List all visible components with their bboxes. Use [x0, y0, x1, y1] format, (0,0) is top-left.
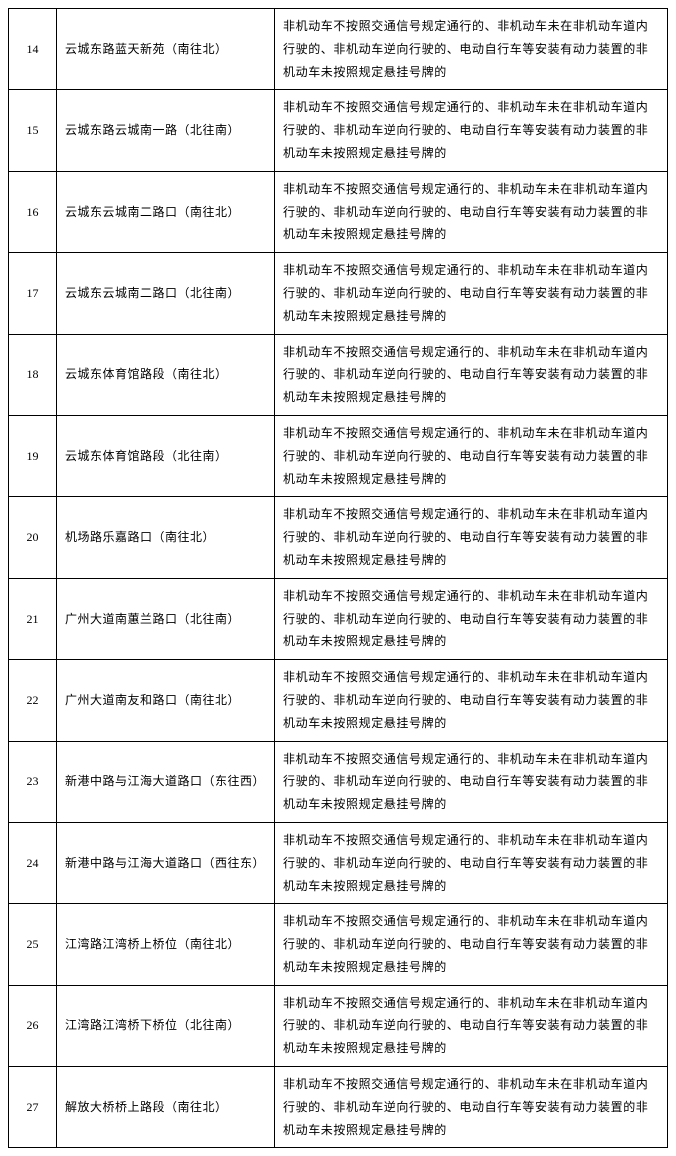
table-row: 23新港中路与江海大道路口（东往西）非机动车不按照交通信号规定通行的、非机动车未…	[9, 741, 668, 822]
cell-location: 广州大道南友和路口（南往北）	[57, 660, 275, 741]
cell-location: 云城东路蓝天新苑（南往北）	[57, 9, 275, 90]
table-row: 19云城东体育馆路段（北往南）非机动车不按照交通信号规定通行的、非机动车未在非机…	[9, 415, 668, 496]
cell-index: 16	[9, 171, 57, 252]
cell-description: 非机动车不按照交通信号规定通行的、非机动车未在非机动车道内行驶的、非机动车逆向行…	[275, 741, 668, 822]
cell-index: 21	[9, 578, 57, 659]
cell-location: 解放大桥桥上路段（南往北）	[57, 1067, 275, 1148]
table-row: 16云城东云城南二路口（南往北）非机动车不按照交通信号规定通行的、非机动车未在非…	[9, 171, 668, 252]
cell-location: 新港中路与江海大道路口（东往西）	[57, 741, 275, 822]
cell-index: 23	[9, 741, 57, 822]
cell-location: 广州大道南蕙兰路口（北往南）	[57, 578, 275, 659]
cell-index: 25	[9, 904, 57, 985]
cell-index: 18	[9, 334, 57, 415]
cell-location: 机场路乐嘉路口（南往北）	[57, 497, 275, 578]
table-body: 14云城东路蓝天新苑（南往北）非机动车不按照交通信号规定通行的、非机动车未在非机…	[9, 9, 668, 1148]
cell-description: 非机动车不按照交通信号规定通行的、非机动车未在非机动车道内行驶的、非机动车逆向行…	[275, 415, 668, 496]
table-row: 17云城东云城南二路口（北往南）非机动车不按照交通信号规定通行的、非机动车未在非…	[9, 253, 668, 334]
cell-location: 云城东体育馆路段（北往南）	[57, 415, 275, 496]
cell-location: 江湾路江湾桥下桥位（北往南）	[57, 985, 275, 1066]
cell-description: 非机动车不按照交通信号规定通行的、非机动车未在非机动车道内行驶的、非机动车逆向行…	[275, 822, 668, 903]
cell-index: 17	[9, 253, 57, 334]
cell-index: 20	[9, 497, 57, 578]
table-row: 15云城东路云城南一路（北往南）非机动车不按照交通信号规定通行的、非机动车未在非…	[9, 90, 668, 171]
cell-description: 非机动车不按照交通信号规定通行的、非机动车未在非机动车道内行驶的、非机动车逆向行…	[275, 1067, 668, 1148]
cell-index: 15	[9, 90, 57, 171]
cell-description: 非机动车不按照交通信号规定通行的、非机动车未在非机动车道内行驶的、非机动车逆向行…	[275, 171, 668, 252]
cell-description: 非机动车不按照交通信号规定通行的、非机动车未在非机动车道内行驶的、非机动车逆向行…	[275, 578, 668, 659]
table-row: 24新港中路与江海大道路口（西往东）非机动车不按照交通信号规定通行的、非机动车未…	[9, 822, 668, 903]
cell-description: 非机动车不按照交通信号规定通行的、非机动车未在非机动车道内行驶的、非机动车逆向行…	[275, 660, 668, 741]
cell-description: 非机动车不按照交通信号规定通行的、非机动车未在非机动车道内行驶的、非机动车逆向行…	[275, 9, 668, 90]
cell-index: 27	[9, 1067, 57, 1148]
cell-index: 22	[9, 660, 57, 741]
table-row: 18云城东体育馆路段（南往北）非机动车不按照交通信号规定通行的、非机动车未在非机…	[9, 334, 668, 415]
cell-location: 江湾路江湾桥上桥位（南往北）	[57, 904, 275, 985]
violations-table: 14云城东路蓝天新苑（南往北）非机动车不按照交通信号规定通行的、非机动车未在非机…	[8, 8, 668, 1148]
table-row: 27解放大桥桥上路段（南往北）非机动车不按照交通信号规定通行的、非机动车未在非机…	[9, 1067, 668, 1148]
cell-location: 云城东云城南二路口（北往南）	[57, 253, 275, 334]
cell-index: 19	[9, 415, 57, 496]
cell-description: 非机动车不按照交通信号规定通行的、非机动车未在非机动车道内行驶的、非机动车逆向行…	[275, 90, 668, 171]
cell-location: 云城东路云城南一路（北往南）	[57, 90, 275, 171]
cell-index: 14	[9, 9, 57, 90]
cell-location: 云城东云城南二路口（南往北）	[57, 171, 275, 252]
table-row: 20机场路乐嘉路口（南往北）非机动车不按照交通信号规定通行的、非机动车未在非机动…	[9, 497, 668, 578]
cell-location: 云城东体育馆路段（南往北）	[57, 334, 275, 415]
cell-description: 非机动车不按照交通信号规定通行的、非机动车未在非机动车道内行驶的、非机动车逆向行…	[275, 497, 668, 578]
cell-description: 非机动车不按照交通信号规定通行的、非机动车未在非机动车道内行驶的、非机动车逆向行…	[275, 253, 668, 334]
cell-description: 非机动车不按照交通信号规定通行的、非机动车未在非机动车道内行驶的、非机动车逆向行…	[275, 334, 668, 415]
table-row: 22广州大道南友和路口（南往北）非机动车不按照交通信号规定通行的、非机动车未在非…	[9, 660, 668, 741]
cell-index: 26	[9, 985, 57, 1066]
table-row: 25江湾路江湾桥上桥位（南往北）非机动车不按照交通信号规定通行的、非机动车未在非…	[9, 904, 668, 985]
table-row: 14云城东路蓝天新苑（南往北）非机动车不按照交通信号规定通行的、非机动车未在非机…	[9, 9, 668, 90]
cell-index: 24	[9, 822, 57, 903]
cell-description: 非机动车不按照交通信号规定通行的、非机动车未在非机动车道内行驶的、非机动车逆向行…	[275, 985, 668, 1066]
table-row: 26江湾路江湾桥下桥位（北往南）非机动车不按照交通信号规定通行的、非机动车未在非…	[9, 985, 668, 1066]
table-row: 21广州大道南蕙兰路口（北往南）非机动车不按照交通信号规定通行的、非机动车未在非…	[9, 578, 668, 659]
cell-location: 新港中路与江海大道路口（西往东）	[57, 822, 275, 903]
cell-description: 非机动车不按照交通信号规定通行的、非机动车未在非机动车道内行驶的、非机动车逆向行…	[275, 904, 668, 985]
